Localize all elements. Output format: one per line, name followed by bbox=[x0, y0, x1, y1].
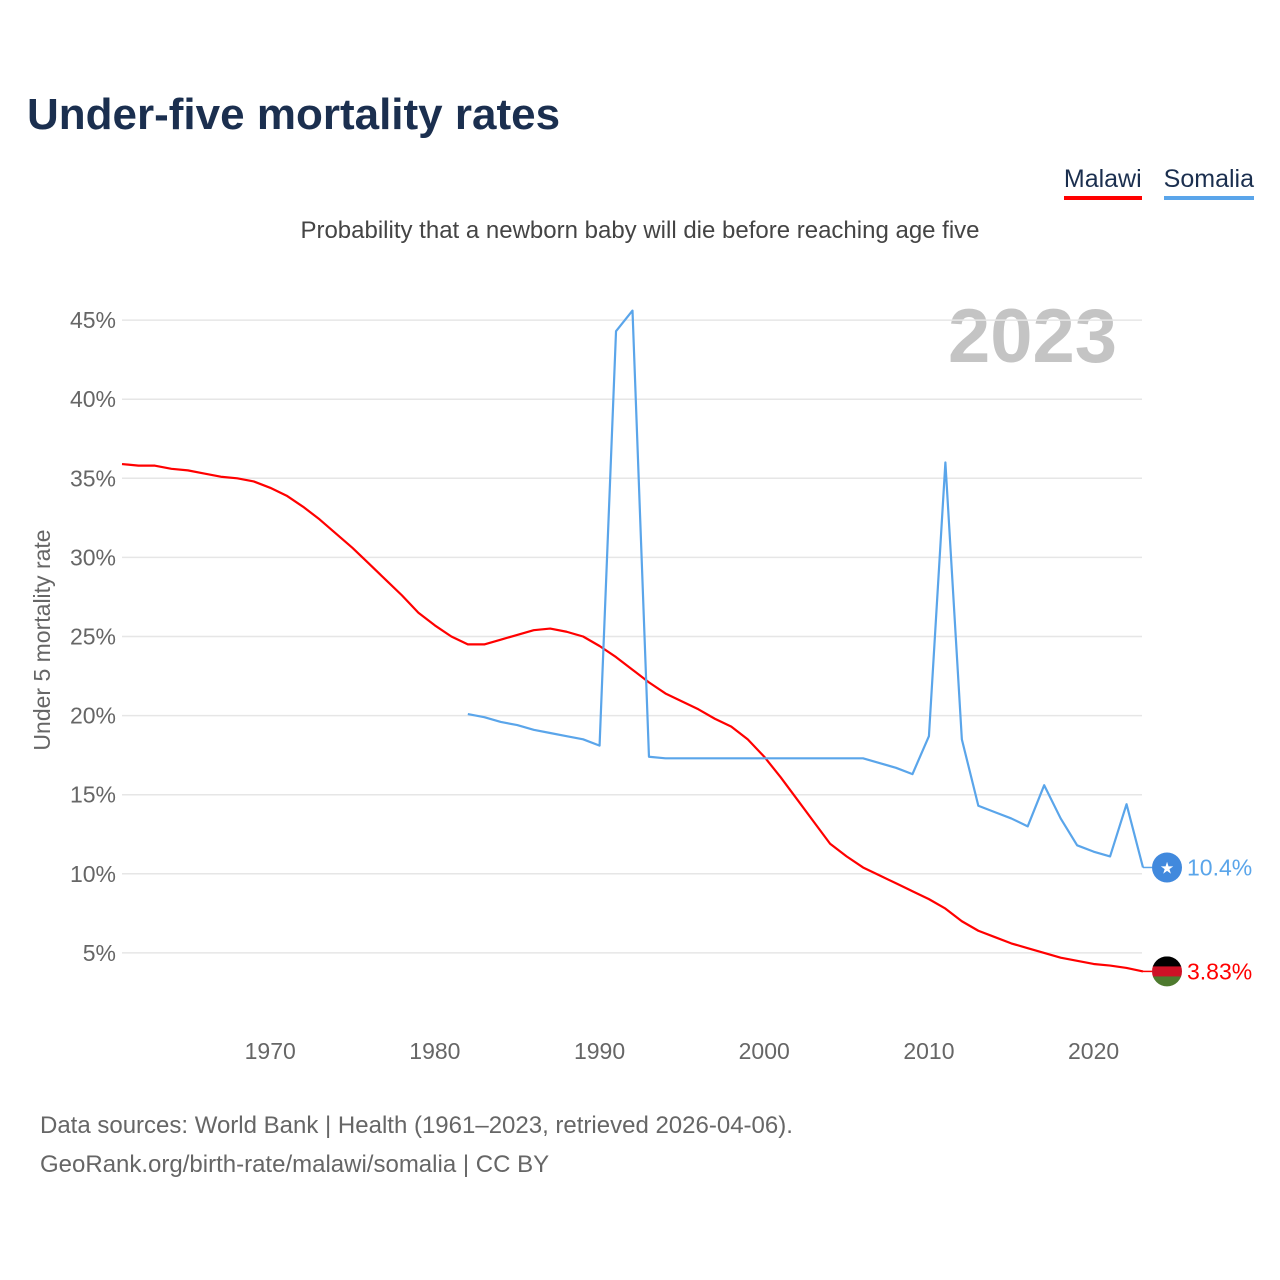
x-tick-label: 2020 bbox=[1068, 1038, 1119, 1064]
y-tick-label: 35% bbox=[70, 465, 116, 491]
series-line-malawi bbox=[121, 462, 1144, 973]
x-tick-label: 1970 bbox=[245, 1038, 296, 1064]
source-note: Data sources: World Bank | Health (1961–… bbox=[40, 1106, 793, 1184]
source-line: GeoRank.org/birth-rate/malawi/somalia | … bbox=[40, 1151, 550, 1178]
legend-item-somalia[interactable]: Somalia bbox=[1163, 165, 1254, 200]
malawi-flag-icon bbox=[1152, 956, 1182, 987]
y-tick-label: 20% bbox=[70, 703, 116, 729]
y-tick-label: 5% bbox=[83, 940, 116, 966]
y-tick-label: 30% bbox=[70, 544, 116, 570]
chart-title: Under-five mortality rates bbox=[27, 90, 561, 139]
y-tick-label: 15% bbox=[70, 782, 116, 808]
y-tick-label: 40% bbox=[70, 386, 116, 412]
legend-item-malawi[interactable]: Malawi bbox=[1063, 165, 1142, 200]
y-tick-label: 10% bbox=[70, 861, 116, 887]
year-label: 2023 bbox=[948, 294, 1118, 379]
y-tick-label: 45% bbox=[70, 307, 116, 333]
chart-subtitle: Probability that a newborn baby will die… bbox=[300, 217, 980, 244]
end-value-label-somalia: 10.4% bbox=[1187, 854, 1252, 880]
x-tick-label: 1990 bbox=[574, 1038, 625, 1064]
x-tick-label: 2010 bbox=[903, 1038, 954, 1064]
x-tick-label: 2000 bbox=[739, 1038, 790, 1064]
series-line-somalia bbox=[467, 309, 1145, 868]
somalia-flag-icon bbox=[1152, 852, 1182, 883]
legend: Malawi Somalia bbox=[1063, 165, 1254, 200]
y-axis-label: Under 5 mortality rate bbox=[29, 529, 55, 750]
y-tick-label: 25% bbox=[70, 624, 116, 650]
source-line: Data sources: World Bank | Health (1961–… bbox=[40, 1112, 793, 1139]
star-icon: ★ bbox=[1160, 860, 1174, 877]
x-tick-label: 1980 bbox=[409, 1038, 460, 1064]
end-value-label-malawi: 3.83% bbox=[1187, 958, 1252, 984]
